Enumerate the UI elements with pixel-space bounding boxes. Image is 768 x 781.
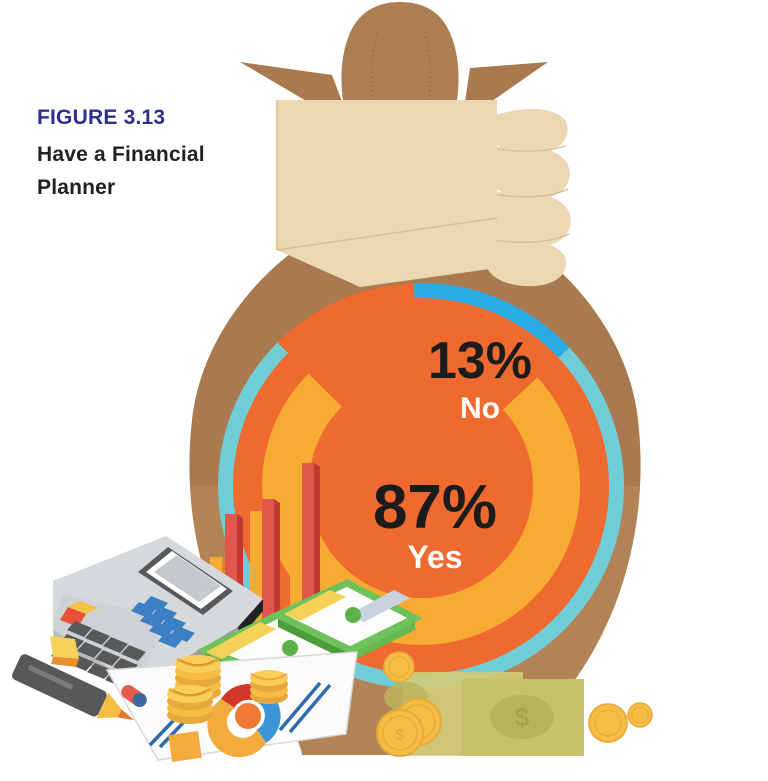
svg-text:$: $ xyxy=(515,702,530,732)
svg-text:13%: 13% xyxy=(428,332,532,390)
svg-text:87%: 87% xyxy=(373,473,497,542)
svg-text:$: $ xyxy=(396,727,405,744)
svg-text:Yes: Yes xyxy=(407,539,462,575)
svg-text:No: No xyxy=(460,392,500,425)
